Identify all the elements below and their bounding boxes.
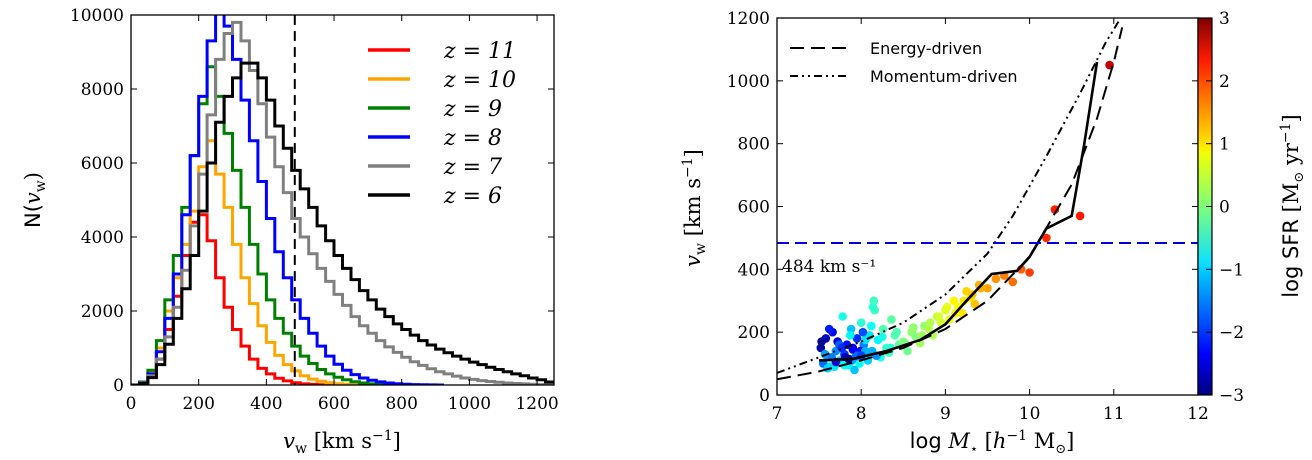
scatter-point (852, 334, 862, 343)
momentum-driven-curve (777, 18, 1122, 374)
scatter-point (824, 324, 834, 334)
histogram-series-1 (131, 139, 377, 385)
x-tick-label: 12 (1187, 404, 1209, 424)
scatter-point (892, 327, 901, 337)
y-tick-label: 2000 (81, 302, 124, 322)
scatter-y-ticks: 0 200 400 600 800 1000 1200 (727, 9, 1198, 406)
histogram-y-axis-label: N(vw) (21, 172, 49, 228)
x-tick-label: 7 (772, 404, 783, 424)
scatter-plot-area (777, 18, 1198, 381)
scatter-point (1025, 268, 1034, 277)
x-tick-label: 400 (250, 394, 282, 414)
histogram-x-ticks: 0 200 400 600 800 1000 1200 (126, 15, 559, 414)
legend-energy-label: Energy-driven (870, 39, 982, 58)
histogram-panel: 0 200 400 600 800 1000 1200 0 2000 4000 6000 8000 1… (21, 6, 559, 457)
colorbar-label: log SFR [M⊙ yr−1] (1278, 114, 1307, 297)
histogram-legend: z = 11 z = 10 z = 9 z = 8 z = 7 z = 6 (368, 39, 516, 209)
y-tick-label: 6000 (81, 154, 124, 174)
x-tick-label: 1000 (448, 394, 491, 414)
colorbar-tick-label: 3 (1219, 9, 1230, 29)
y-tick-label: 1200 (727, 9, 770, 29)
scatter-point (856, 318, 866, 328)
histogram-series-5 (131, 61, 554, 385)
scatter-point (942, 302, 952, 312)
scatter-point (878, 332, 887, 342)
scatter-point (838, 312, 847, 321)
scatter-point (1008, 277, 1018, 287)
legend-label-2: z = 9 (443, 97, 502, 122)
histogram-frame (130, 14, 555, 386)
scatter-point (887, 315, 896, 324)
histogram-series-3 (131, 15, 444, 385)
colorbar-tick-label: −3 (1219, 386, 1244, 406)
y-tick-label: 4000 (81, 228, 124, 248)
scatter-point (846, 324, 856, 334)
histogram-x-axis-label: vw [km s−1] (283, 428, 401, 457)
scatter-point (846, 331, 855, 340)
scatter-point (925, 318, 935, 328)
scatter-point (867, 321, 876, 331)
scatter-point (878, 324, 888, 334)
histogram-series-4 (131, 20, 554, 385)
x-tick-label: 200 (182, 394, 214, 414)
legend-momentum-label: Momentum-driven (870, 67, 1018, 86)
scatter-x-axis-label: log M⋆ [h−1 M⊙] (910, 428, 1075, 457)
scatter-point (858, 327, 868, 337)
x-tick-label: 9 (940, 404, 951, 424)
scatter-point (949, 296, 959, 306)
y-tick-label: 400 (738, 260, 770, 280)
scatter-point (934, 312, 943, 321)
scatter-point (817, 337, 826, 346)
y-tick-label: 10000 (70, 6, 124, 26)
colorbar-tick-label: −1 (1219, 260, 1244, 280)
hline-annotation: 484 km s⁻¹ (782, 257, 876, 277)
scatter-y-axis-label: vw [km s−1] (680, 149, 709, 267)
y-tick-label: 800 (738, 135, 770, 155)
median-relation-line (819, 61, 1099, 362)
colorbar-tick-label: 2 (1219, 72, 1230, 92)
scatter-point (850, 365, 859, 375)
scatter-point (991, 274, 1001, 284)
y-tick-label: 600 (738, 198, 770, 218)
energy-driven-curve (777, 27, 1124, 381)
x-tick-label: 600 (318, 394, 350, 414)
y-tick-label: 0 (113, 376, 124, 396)
legend-label-0: z = 11 (443, 39, 516, 64)
y-tick-label: 8000 (81, 80, 124, 100)
scatter-point (1075, 211, 1085, 221)
x-tick-label: 10 (1019, 404, 1041, 424)
x-tick-label: 1200 (515, 394, 558, 414)
x-tick-label: 11 (1103, 404, 1125, 424)
scatter-legend: Energy-driven Momentum-driven (790, 39, 1018, 86)
scatter-point (909, 323, 918, 332)
x-tick-label: 8 (856, 404, 867, 424)
colorbar-tick-label: 1 (1219, 135, 1230, 155)
legend-label-5: z = 6 (443, 184, 502, 209)
colorbar-tick-label: 0 (1219, 198, 1230, 218)
colorbar-ticks: −3 −2 −1 0 1 2 3 (1206, 9, 1244, 406)
scatter-point (970, 299, 980, 309)
y-tick-label: 0 (759, 386, 770, 406)
scatter-point (869, 296, 879, 306)
colorbar-tick-label: −2 (1219, 323, 1244, 343)
scatter-point (1050, 205, 1060, 214)
legend-label-1: z = 10 (443, 68, 516, 93)
legend-label-4: z = 7 (443, 155, 502, 180)
histogram-y-ticks: 0 2000 4000 6000 8000 10000 (70, 6, 554, 396)
x-tick-label: 0 (126, 394, 137, 414)
scatter-points-group (816, 60, 1114, 375)
scatter-point (816, 343, 826, 353)
legend-label-3: z = 8 (443, 126, 502, 151)
scatter-point (903, 346, 912, 356)
y-tick-label: 200 (738, 323, 770, 343)
y-tick-label: 1000 (727, 72, 770, 92)
histogram-series-group (131, 15, 554, 385)
scatter-point (1042, 233, 1051, 243)
x-tick-label: 800 (385, 394, 417, 414)
scatter-point (855, 359, 864, 368)
scatter-point (983, 283, 992, 293)
